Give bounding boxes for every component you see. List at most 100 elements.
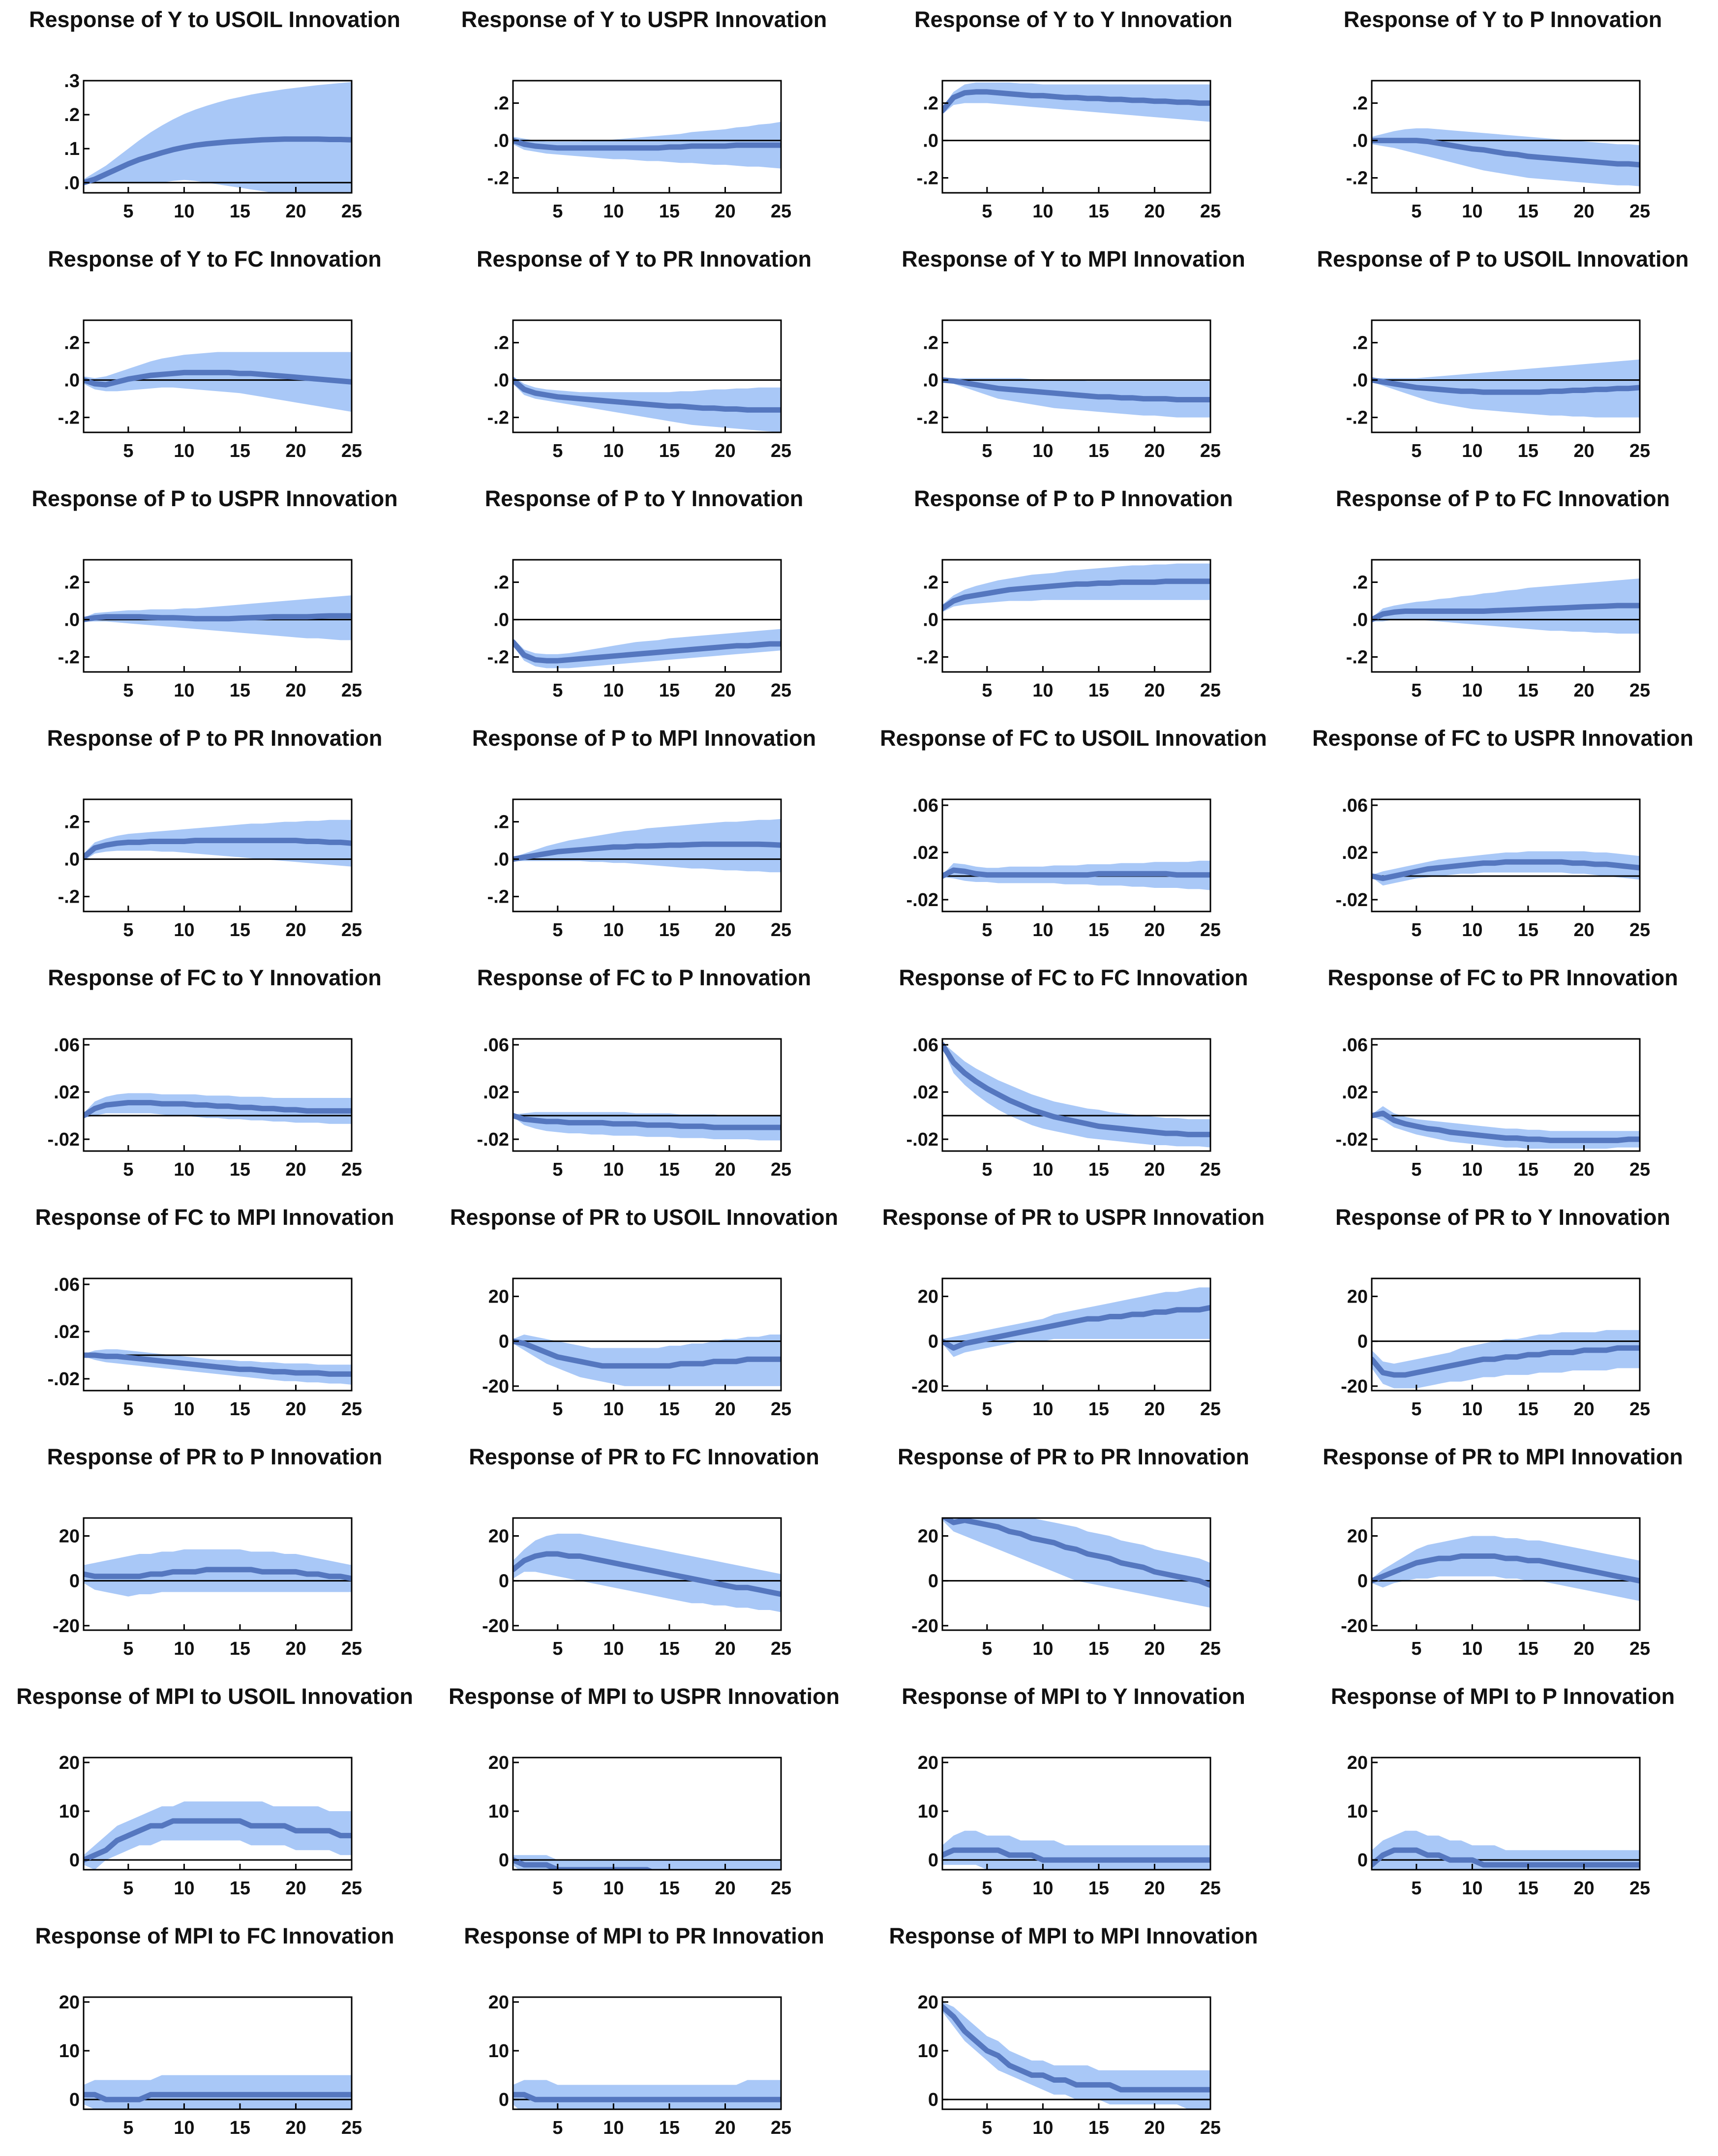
confidence-band xyxy=(1372,1830,1640,1870)
chart-title: Response of PR to USOIL Innovation xyxy=(450,1205,839,1230)
x-tick-label: 10 xyxy=(1032,1159,1053,1180)
x-tick-label: 5 xyxy=(1411,1159,1421,1180)
response-line xyxy=(942,867,1210,879)
x-tick-label: 25 xyxy=(1200,920,1221,941)
y-tick-label: -.2 xyxy=(487,168,509,189)
x-tick-label: 25 xyxy=(341,1878,362,1899)
x-tick-label: 5 xyxy=(982,920,992,941)
x-tick-label: 25 xyxy=(341,1399,362,1420)
chart-title: Response of Y to USOIL Innovation xyxy=(29,7,401,32)
plot-frame xyxy=(1371,559,1641,673)
chart-title: Response of Y to MPI Innovation xyxy=(902,246,1245,272)
x-tick-label: 15 xyxy=(659,441,680,461)
chart-svg: -.02 .02 .06 5 10 15 20 25 xyxy=(906,795,1221,941)
y-tick-label: -.2 xyxy=(1346,408,1368,428)
x-tick-label: 5 xyxy=(552,201,563,222)
chart-title: Response of Y to P Innovation xyxy=(1343,7,1662,32)
plot-frame xyxy=(1371,798,1641,912)
y-tick-label: .06 xyxy=(1342,795,1368,816)
x-tick-label: 25 xyxy=(1629,1639,1650,1659)
chart-svg: 0 10 20 5 10 15 20 25 xyxy=(1347,1753,1650,1899)
y-tick-label: .2 xyxy=(493,333,509,354)
chart-svg: -.02 .02 .06 5 10 15 20 25 xyxy=(1336,795,1651,941)
y-tick-label: .0 xyxy=(493,850,509,870)
x-tick-label: 5 xyxy=(123,920,133,941)
plot-frame xyxy=(941,1996,1211,2110)
y-tick-label: -20 xyxy=(53,1616,80,1637)
x-tick-label: 25 xyxy=(341,920,362,941)
plot-frame xyxy=(83,1996,353,2110)
x-tick-label: 10 xyxy=(603,1159,624,1180)
y-tick-label: 0 xyxy=(69,2090,80,2110)
y-tick-label: .0 xyxy=(493,610,509,631)
y-tick-label: 0 xyxy=(928,1571,938,1592)
y-tick-label: .06 xyxy=(912,1035,938,1056)
y-tick-label: 10 xyxy=(59,1801,80,1822)
x-tick-label: 25 xyxy=(1629,1159,1650,1180)
y-tick-label: -.2 xyxy=(487,887,509,908)
x-tick-label: 20 xyxy=(1144,1878,1165,1899)
x-tick-label: 15 xyxy=(230,1878,250,1899)
y-tick-label: .2 xyxy=(493,93,509,114)
x-tick-label: 10 xyxy=(174,920,194,941)
response-line xyxy=(942,377,1210,402)
y-tick-label: 10 xyxy=(1347,1801,1368,1822)
chart-panel: Response of FC to USOIL Innovation -.02 .0… xyxy=(859,719,1288,958)
x-tick-label: 25 xyxy=(1629,201,1650,222)
chart-panel: Response of MPI to USPR Innovation 0 10 20 5… xyxy=(429,1677,859,1916)
y-tick-label: 0 xyxy=(69,1850,80,1871)
y-tick-label: -.02 xyxy=(1336,1129,1368,1150)
chart-svg: -20 0 20 5 10 15 20 25 xyxy=(911,1277,1221,1420)
x-tick-label: 20 xyxy=(1144,2118,1165,2138)
y-tick-label: 20 xyxy=(488,1992,509,2013)
response-line xyxy=(513,841,781,862)
chart-svg: -20 0 20 5 10 15 20 25 xyxy=(1341,1517,1650,1659)
x-tick-label: 5 xyxy=(552,680,563,701)
x-tick-label: 25 xyxy=(771,1159,791,1180)
y-tick-label: 20 xyxy=(918,1753,938,1773)
x-tick-label: 10 xyxy=(603,441,624,461)
plot-frame xyxy=(83,1277,353,1392)
y-tick-label: -20 xyxy=(1341,1376,1368,1397)
x-tick-label: 10 xyxy=(1462,1159,1482,1180)
chart-svg: -.02 .02 .06 5 10 15 20 25 xyxy=(48,1275,362,1420)
y-tick-label: .0 xyxy=(923,370,938,391)
chart-title: Response of FC to P Innovation xyxy=(477,965,812,990)
chart-panel: Response of Y to PR Innovation -.2 .0 .2 5 10… xyxy=(429,240,859,479)
y-tick-label: -.2 xyxy=(58,647,80,668)
x-tick-label: 20 xyxy=(1144,1639,1165,1659)
x-tick-label: 20 xyxy=(715,680,735,701)
x-tick-label: 20 xyxy=(1573,1878,1594,1899)
plot-frame xyxy=(941,798,1211,912)
x-tick-label: 10 xyxy=(174,1159,194,1180)
response-line xyxy=(513,639,781,664)
plot-frame xyxy=(941,1757,1211,1871)
response-line xyxy=(942,1042,1210,1137)
x-tick-label: 10 xyxy=(1462,920,1482,941)
chart-panel: Response of P to MPI Innovation -.2 .0 .2 5 1… xyxy=(429,719,859,958)
chart-panel: Response of P to Y Innovation -.2 .0 .2 5 10 1… xyxy=(429,479,859,719)
y-tick-label: .2 xyxy=(923,93,938,114)
x-tick-label: 20 xyxy=(715,1399,735,1420)
x-tick-label: 25 xyxy=(1200,2118,1221,2138)
x-tick-label: 15 xyxy=(659,1399,680,1420)
y-tick-label: -.02 xyxy=(48,1369,80,1390)
y-tick-label: .0 xyxy=(923,610,938,631)
x-tick-label: 20 xyxy=(285,201,306,222)
chart-svg: -.02 .02 .06 5 10 15 20 25 xyxy=(906,1035,1221,1180)
y-tick-label: 20 xyxy=(488,1753,509,1773)
plot-frame xyxy=(83,798,353,912)
plot-frame xyxy=(512,559,782,673)
confidence-band xyxy=(513,1533,781,1612)
x-tick-label: 15 xyxy=(1518,201,1538,222)
y-tick-label: 0 xyxy=(1357,1332,1368,1352)
x-tick-label: 25 xyxy=(1200,1878,1221,1899)
y-tick-label: 20 xyxy=(1347,1526,1368,1547)
plot-frame xyxy=(512,798,782,912)
chart-title: Response of Y to USPR Innovation xyxy=(461,7,827,32)
x-tick-label: 5 xyxy=(982,1159,992,1180)
chart-title: Response of PR to P Innovation xyxy=(47,1444,383,1469)
x-tick-label: 10 xyxy=(603,1639,624,1659)
x-tick-label: 25 xyxy=(771,201,791,222)
x-tick-label: 25 xyxy=(341,1639,362,1659)
